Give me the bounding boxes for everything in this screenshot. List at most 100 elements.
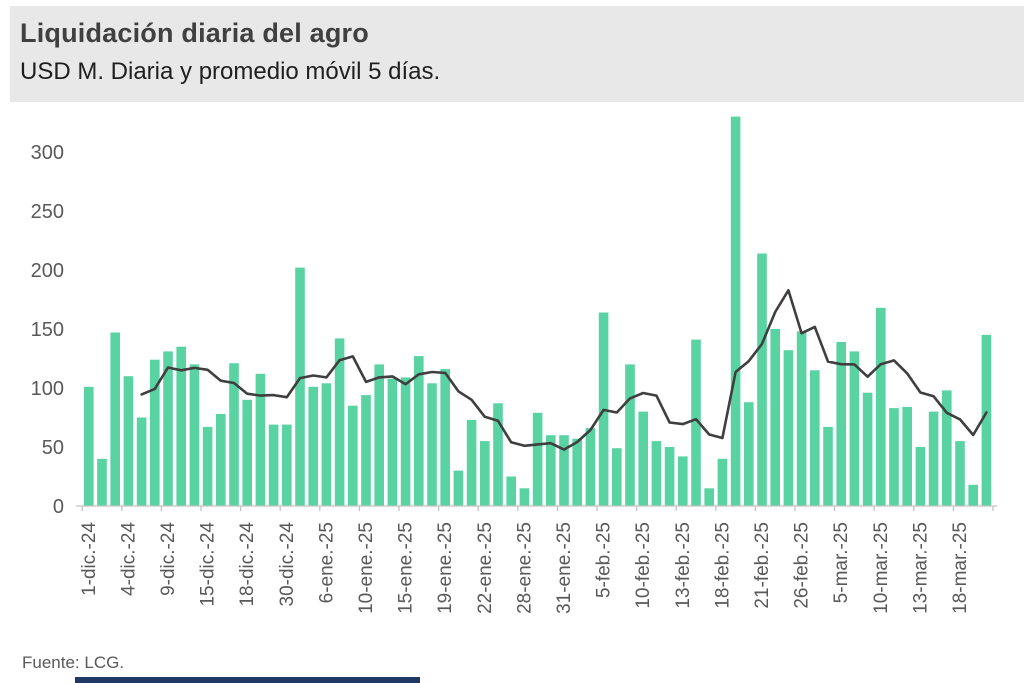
bar	[189, 364, 200, 506]
bar	[176, 346, 186, 506]
x-tick-label: 28-ene.-25	[514, 522, 535, 614]
y-tick-label: 100	[31, 378, 64, 400]
bar	[730, 116, 741, 506]
page-subtitle: USD M. Diaria y promedio móvil 5 días.	[20, 58, 441, 85]
bar	[387, 378, 398, 506]
bar	[374, 364, 384, 506]
x-tick-label: 30-dic.-24	[277, 522, 298, 607]
bar	[915, 447, 926, 506]
x-tick-label: 10-feb.-25	[633, 522, 654, 609]
y-tick-label: 0	[53, 496, 64, 518]
x-tick-label: 22-ene.-25	[475, 522, 496, 614]
bar	[559, 435, 569, 506]
bar	[427, 383, 437, 506]
bar	[216, 414, 226, 506]
x-tick-label: 13-feb.-25	[673, 522, 694, 609]
bar	[968, 484, 978, 506]
x-tick-label: 18-dic.-24	[237, 522, 258, 607]
bar	[664, 447, 675, 506]
x-tick-label: 18-mar.-25	[950, 522, 971, 614]
x-tick-label: 6-ene.-25	[316, 522, 337, 603]
page-title: Liquidación diaria del agro	[20, 18, 369, 48]
bar	[849, 351, 860, 506]
bar	[229, 363, 239, 506]
bar	[862, 392, 873, 506]
bar	[255, 373, 266, 506]
bar	[717, 458, 728, 506]
x-tick-label: 9-dic.-24	[158, 522, 179, 596]
bar	[625, 364, 635, 506]
bar	[638, 411, 648, 506]
y-tick-label: 300	[31, 142, 64, 164]
x-tick-label: 21-feb.-25	[752, 522, 773, 609]
bar	[546, 435, 556, 506]
bar	[572, 438, 582, 506]
x-tick-label: 18-feb.-25	[712, 522, 733, 609]
bar	[453, 470, 464, 506]
bar	[678, 456, 688, 506]
bar	[532, 412, 543, 506]
bar	[480, 441, 490, 506]
x-tick-label: 5-mar.-25	[831, 522, 852, 603]
bar	[942, 390, 952, 506]
x-tick-label: 10-mar.-25	[871, 522, 892, 614]
x-tick-label: 15-dic.-24	[198, 522, 219, 607]
bar	[334, 338, 345, 506]
bar	[651, 441, 662, 506]
x-tick-label: 4-dic.-24	[118, 522, 139, 596]
bar	[955, 441, 965, 506]
bar	[268, 424, 279, 506]
bar	[612, 448, 622, 506]
bar	[770, 329, 780, 506]
bar	[123, 376, 134, 506]
x-tick-label: 10-ene.-25	[356, 522, 377, 614]
moving-average-line	[140, 288, 988, 451]
y-tick-label: 200	[31, 260, 64, 282]
header-band	[10, 6, 1024, 102]
bar	[163, 351, 173, 506]
x-tick-label: 15-ene.-25	[396, 522, 417, 614]
bar	[876, 307, 886, 506]
bar	[744, 402, 754, 506]
bar	[150, 359, 160, 506]
bar	[414, 356, 424, 506]
bar	[202, 426, 213, 506]
x-tick-label: 19-ene.-25	[435, 522, 456, 614]
bar	[321, 383, 332, 506]
bar	[84, 386, 94, 506]
bar	[704, 488, 714, 506]
bar	[136, 417, 147, 506]
x-tick-label: 26-feb.-25	[792, 522, 813, 609]
y-tick-label: 250	[31, 201, 64, 223]
bar	[902, 406, 912, 506]
bar	[440, 369, 450, 506]
source-note: Fuente: LCG.	[22, 653, 125, 672]
bar	[836, 342, 846, 506]
bar	[889, 408, 899, 506]
bar	[783, 350, 794, 506]
bar	[981, 334, 992, 506]
x-tick-label: 5-feb.-25	[594, 522, 615, 598]
y-tick-label: 50	[42, 437, 64, 459]
bar	[400, 377, 411, 506]
bar	[308, 386, 318, 506]
bar	[295, 267, 305, 506]
x-tick-label: 13-mar.-25	[910, 522, 931, 614]
bar	[110, 332, 120, 506]
bar	[928, 411, 939, 506]
bar	[585, 428, 596, 506]
bar	[810, 370, 820, 506]
x-tick-label: 31-ene.-25	[554, 522, 575, 614]
bar	[823, 426, 833, 506]
x-tick-label: 1-dic.-24	[79, 522, 100, 596]
bar	[242, 399, 252, 506]
y-tick-label: 150	[31, 319, 64, 341]
bar	[466, 419, 477, 506]
bar	[361, 395, 371, 506]
bar	[97, 458, 107, 506]
bottom-accent-bar	[75, 677, 420, 683]
bar	[506, 476, 516, 506]
bar	[493, 403, 503, 506]
bar	[796, 331, 807, 506]
